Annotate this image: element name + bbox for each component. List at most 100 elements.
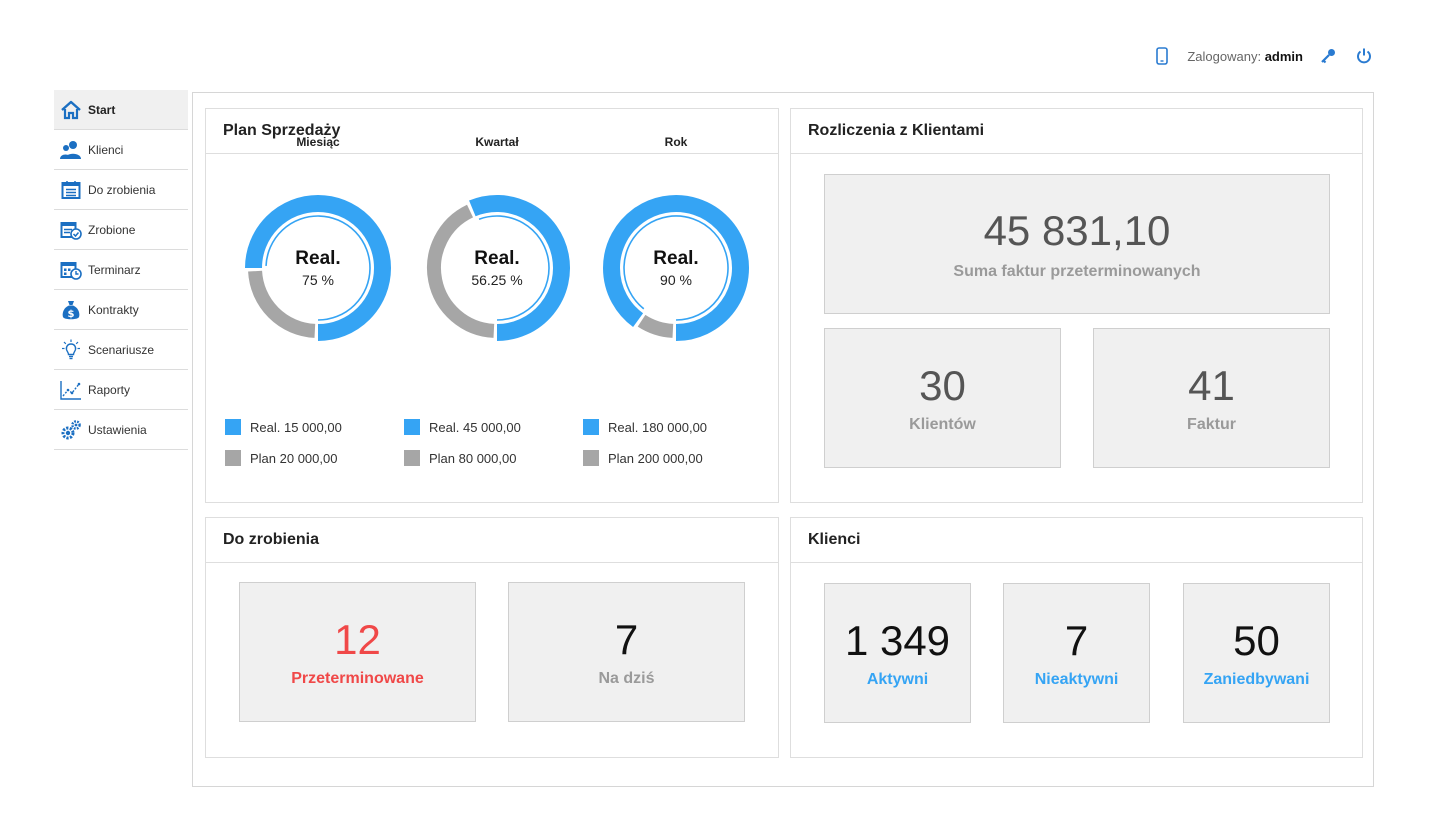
- donut-center: Real. 75 %: [243, 193, 393, 343]
- sidebar-item-label: Start: [88, 102, 116, 117]
- donut-real-arc: [469, 195, 570, 341]
- stat-label: Zaniedbywani: [1203, 671, 1310, 688]
- stat-value: 1 349: [844, 617, 951, 664]
- donut-title: Miesiąc: [296, 135, 340, 149]
- mobile-icon[interactable]: [1151, 45, 1173, 67]
- donut-center-percent: 90 %: [660, 272, 692, 288]
- do-zrobienia-panel: Do zrobienia 12 Przeterminowane 7 Na dzi…: [205, 517, 779, 758]
- plan-column-rok: Rok Real. 90 %: [596, 109, 756, 369]
- donut-center-label: Real.: [295, 248, 341, 269]
- legend-plan-text: Plan 20 000,00: [250, 450, 338, 466]
- sidebar-item-kontrakty[interactable]: $ Kontrakty: [54, 290, 188, 330]
- panel-title: Do zrobienia: [206, 518, 778, 563]
- donut-inner-arc: [478, 215, 550, 321]
- stat-value: 45 831,10: [983, 207, 1171, 254]
- donut-plan-arc: [427, 204, 495, 338]
- sidebar-item-label: Scenariusze: [88, 342, 155, 357]
- money-bag-icon: $: [60, 299, 82, 321]
- panel-title: Plan Sprzedaży: [206, 109, 778, 154]
- legend-real-text: Real. 15 000,00: [250, 419, 342, 435]
- donut-plan-arc: [637, 314, 674, 338]
- donut-center: Real. 56.25 %: [422, 193, 572, 343]
- sidebar-item-label: Klienci: [88, 142, 124, 157]
- panel-title: Rozliczenia z Klientami: [791, 109, 1362, 154]
- legend-rok: Real. 180 000,00 Plan 200 000,00: [583, 419, 707, 481]
- stat-overdue-sum[interactable]: 45 831,10 Suma faktur przeterminowanych: [824, 174, 1330, 314]
- todo-list-icon: [60, 179, 82, 201]
- done-list-icon: [60, 219, 82, 241]
- sidebar-item-scenariusze[interactable]: Scenariusze: [54, 330, 188, 370]
- sidebar-item-label: Do zrobienia: [88, 182, 156, 197]
- sidebar-item-terminarz[interactable]: Terminarz: [54, 250, 188, 290]
- legend-plan: Plan 80 000,00: [404, 450, 521, 466]
- stat-value: 12: [334, 616, 381, 663]
- donut-chart: Real. 56.25 %: [422, 193, 572, 343]
- main-content: Plan Sprzedaży Miesiąc Real. 75 % Kwarta…: [192, 92, 1374, 787]
- sidebar-item-label: Zrobione: [88, 222, 136, 237]
- donut-svg: [245, 195, 391, 341]
- legend-real: Real. 180 000,00: [583, 419, 707, 435]
- legend-real: Real. 15 000,00: [225, 419, 342, 435]
- stat-clients[interactable]: 30 Klientów: [824, 328, 1061, 468]
- username: admin: [1264, 48, 1303, 64]
- key-icon[interactable]: [1317, 45, 1339, 67]
- legend-swatch-plan: [583, 450, 599, 466]
- svg-text:$: $: [68, 309, 75, 320]
- legend-swatch-real: [225, 419, 241, 435]
- stat-label: Suma faktur przeterminowanych: [953, 263, 1201, 280]
- legend-plan-text: Plan 200 000,00: [608, 450, 703, 466]
- panel-title: Klienci: [791, 518, 1362, 563]
- donut-title: Kwartał: [475, 135, 519, 149]
- stat-neglected-clients[interactable]: 50 Zaniedbywani: [1183, 583, 1330, 723]
- chart-icon: [60, 379, 82, 401]
- stat-overdue-tasks[interactable]: 12 Przeterminowane: [239, 582, 476, 722]
- legend-miesiac: Real. 15 000,00 Plan 20 000,00: [225, 419, 342, 481]
- stat-value: 50: [1233, 617, 1280, 664]
- sidebar-item-raporty[interactable]: Raporty: [54, 370, 188, 410]
- sidebar-item-start[interactable]: Start: [54, 90, 188, 130]
- sidebar-item-ustawienia[interactable]: Ustawienia: [54, 410, 188, 450]
- home-icon: [60, 99, 82, 121]
- plan-column-kwartal: Kwartał Real. 56.25 %: [417, 109, 577, 369]
- power-icon[interactable]: [1353, 45, 1375, 67]
- donut-center-percent: 75 %: [302, 272, 334, 288]
- stat-active-clients[interactable]: 1 349 Aktywni: [824, 583, 971, 723]
- donut-title: Rok: [664, 135, 688, 149]
- donut-plan-arc: [248, 270, 316, 338]
- stat-value: 7: [1064, 617, 1089, 664]
- users-icon: [60, 139, 82, 161]
- donut-chart: Real. 75 %: [243, 193, 393, 343]
- donut-center-label: Real.: [653, 248, 699, 269]
- sidebar-item-label: Terminarz: [88, 262, 141, 277]
- stat-inactive-clients[interactable]: 7 Nieaktywni: [1003, 583, 1150, 723]
- donut-center-label: Real.: [474, 248, 520, 269]
- stat-invoices[interactable]: 41 Faktur: [1093, 328, 1330, 468]
- legend-real-text: Real. 180 000,00: [608, 419, 708, 435]
- legend-real-text: Real. 45 000,00: [429, 419, 521, 435]
- sidebar-item-klienci[interactable]: Klienci: [54, 130, 188, 170]
- legend-swatch-real: [404, 419, 420, 435]
- logged-label: Zalogowany:: [1187, 48, 1262, 64]
- sidebar: Start Klienci Do zrobienia Zrobione Term…: [54, 90, 188, 450]
- sidebar-item-do-zrobienia[interactable]: Do zrobienia: [54, 170, 188, 210]
- rozliczenia-panel: Rozliczenia z Klientami 45 831,10 Suma f…: [790, 108, 1363, 503]
- donut-center-percent: 56.25 %: [471, 272, 523, 288]
- donut-chart: Real. 90 %: [601, 193, 751, 343]
- donut-svg: [427, 195, 570, 341]
- top-bar: Zalogowany: admin: [1151, 44, 1375, 68]
- legend-real: Real. 45 000,00: [404, 419, 521, 435]
- donut-center: Real. 90 %: [601, 193, 751, 343]
- stat-label: Faktur: [1187, 416, 1236, 433]
- stat-label: Aktywni: [866, 671, 929, 688]
- sidebar-item-label: Kontrakty: [88, 302, 139, 317]
- donut-inner-arc: [265, 215, 371, 321]
- stat-label: Nieaktywni: [1034, 671, 1119, 688]
- stat-today-tasks[interactable]: 7 Na dziś: [508, 582, 745, 722]
- plan-column-miesiac: Miesiąc Real. 75 %: [238, 109, 398, 369]
- gears-icon: [60, 419, 82, 441]
- stat-label: Klientów: [909, 416, 976, 433]
- sidebar-item-zrobione[interactable]: Zrobione: [54, 210, 188, 250]
- legend-swatch-real: [583, 419, 599, 435]
- stat-value: 41: [1188, 362, 1235, 409]
- legend-kwartal: Real. 45 000,00 Plan 80 000,00: [404, 419, 521, 481]
